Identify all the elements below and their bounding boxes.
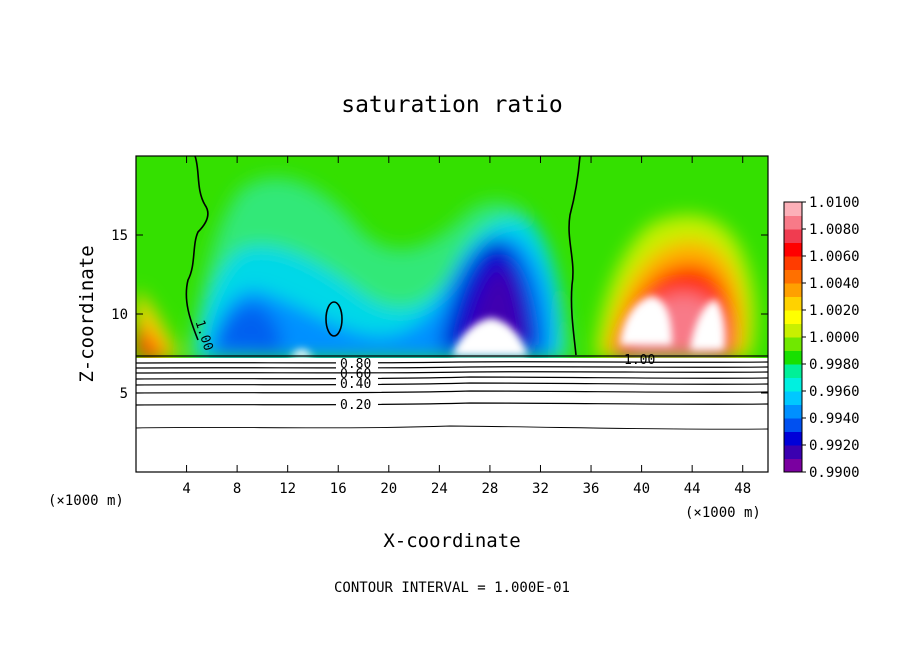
contour-line	[136, 390, 768, 394]
colorbar-swatch	[784, 431, 802, 446]
colorbar-label: 1.0100	[809, 195, 860, 211]
colorbar-swatch	[784, 404, 802, 419]
colorbar-swatch	[784, 323, 802, 338]
colorbar-swatch	[784, 364, 802, 378]
x-tick-label: 28	[481, 481, 498, 497]
x-tick-label: 20	[380, 481, 397, 497]
colorbar-swatch	[784, 283, 802, 297]
x-tick-label: 16	[330, 481, 347, 497]
colorbar-swatch	[784, 296, 802, 311]
x-tick-label: 4	[182, 481, 190, 497]
y-axis-label: Z-coordinate	[76, 245, 98, 382]
colorbar-label: 1.0040	[809, 276, 860, 292]
chart-title: saturation ratio	[341, 92, 563, 118]
x-tick-label: 8	[233, 481, 241, 497]
saturated-regions	[290, 296, 725, 358]
unity-contour-left	[185, 156, 209, 341]
colorbar-swatch	[784, 418, 802, 432]
contour-lines	[136, 355, 768, 430]
contour-line	[136, 402, 768, 406]
colorbar-swatch	[784, 242, 802, 257]
contour-labels: 1.00 1.00 0.80 0.60 0.40 0.20	[192, 318, 656, 413]
field-shading	[136, 177, 755, 360]
contour-line	[136, 376, 768, 380]
unity-contour-right	[568, 156, 581, 356]
x-tick-label: 40	[633, 481, 650, 497]
colorbar-swatch	[784, 310, 802, 324]
contour-label: 0.80	[340, 357, 371, 372]
unity-contour-ellipse	[325, 301, 343, 337]
contour-line	[136, 371, 768, 374]
x-tick-label: 24	[431, 481, 448, 497]
contour-line	[136, 366, 768, 369]
contour-label: 0.40	[340, 377, 371, 392]
x-axis: 4 8 12 16 20 24 28 32 36 40 44 48	[182, 156, 751, 497]
contour-line	[136, 361, 768, 364]
contour-line	[136, 425, 768, 430]
y-tick-label: 10	[111, 307, 128, 323]
x-axis-label: X-coordinate	[383, 530, 520, 552]
colorbar-swatch	[784, 458, 802, 473]
x-unit-right: (×1000 m)	[685, 505, 761, 521]
colorbar-swatch	[784, 215, 802, 230]
contour-label: 0.60	[340, 367, 371, 382]
y-tick-label: 15	[111, 228, 128, 244]
colorbar-label: 1.0000	[809, 330, 860, 346]
colorbar-swatch	[784, 350, 802, 365]
plot-area: 1.00 1.00 0.80 0.60 0.40 0.20	[136, 156, 768, 472]
x-tick-label: 48	[734, 481, 751, 497]
colorbar-label: 0.9940	[809, 411, 860, 427]
colorbar-label: 0.9920	[809, 438, 860, 454]
y-tick-label: 5	[120, 386, 128, 402]
lower-layer	[136, 358, 768, 472]
x-tick-label: 36	[583, 481, 600, 497]
x-unit-left: (×1000 m)	[48, 493, 124, 509]
x-tick-label: 32	[532, 481, 549, 497]
colorbar-swatch	[784, 391, 802, 405]
colorbar-swatch	[784, 377, 802, 392]
contour-label: 1.00	[624, 353, 655, 368]
colorbar-swatch	[784, 337, 802, 351]
contour-line	[136, 382, 768, 386]
colorbar-label: 1.0020	[809, 303, 860, 319]
contour-label: 0.20	[340, 398, 371, 413]
colorbar-label: 0.9980	[809, 357, 860, 373]
colorbar-label: 0.9960	[809, 384, 860, 400]
colorbar-swatch	[784, 202, 802, 216]
colorbar-label: 0.9900	[809, 465, 860, 481]
colorbar-label: 1.0080	[809, 222, 860, 238]
x-tick-label: 12	[279, 481, 296, 497]
colorbar: 1.0100 1.0080 1.0060 1.0040 1.0020 1.0000 0.99…	[783, 195, 860, 481]
colorbar-swatch	[784, 229, 802, 243]
colorbar-swatch	[784, 445, 802, 459]
unity-contours	[185, 156, 581, 356]
colorbar-label: 1.0060	[809, 249, 860, 265]
x-tick-label: 44	[684, 481, 701, 497]
y-axis: 5 10 15	[111, 228, 768, 402]
contour-interval-note: CONTOUR INTERVAL = 1.000E-01	[334, 580, 570, 596]
colorbar-swatch	[784, 256, 802, 270]
colorbar-swatch	[784, 269, 802, 284]
